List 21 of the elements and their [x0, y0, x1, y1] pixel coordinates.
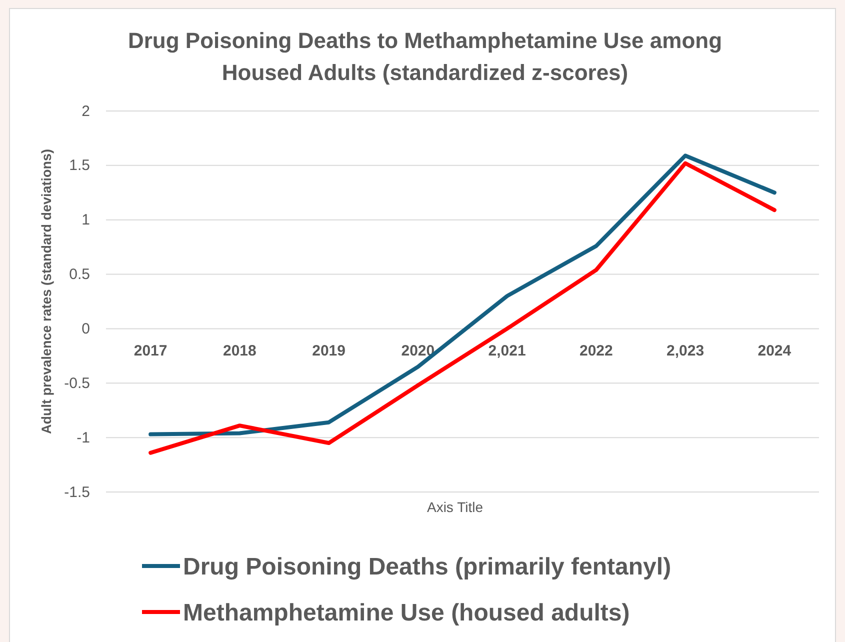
y-tick-label: 1 [82, 212, 90, 229]
x-tick-label: 2024 [758, 342, 792, 360]
y-tick-label: 1.5 [69, 157, 90, 174]
legend-label: Drug Poisoning Deaths (primarily fentanyl) [183, 553, 672, 580]
y-tick-label: -1.5 [64, 484, 90, 501]
y-tick-label: 0 [82, 320, 90, 338]
x-tick-label: 2022 [580, 342, 613, 360]
legend-label: Methamphetamine Use (housed adults) [183, 599, 630, 626]
x-tick-label: 2018 [223, 342, 256, 360]
y-tick-label: -0.5 [64, 374, 90, 392]
y-tick-label: -1 [76, 429, 90, 446]
x-tick-label: 2020 [401, 342, 435, 360]
x-tick-label: 2019 [312, 342, 346, 360]
x-tick-label: 2017 [134, 342, 168, 360]
y-tick-label: 0.5 [69, 266, 90, 284]
x-axis-title: Axis Title [426, 499, 484, 515]
chart-title: Drug Poisoning Deaths to Methamphetamine Use among Housed Adults (standardized z-scores) [128, 28, 722, 85]
y-axis-title: Adult prevalence rates (standard deviations) [39, 148, 54, 434]
x-tick-label: 2,023 [666, 342, 704, 360]
y-tick-label: 2 [82, 102, 90, 120]
x-tick-label: 2,021 [488, 342, 526, 360]
